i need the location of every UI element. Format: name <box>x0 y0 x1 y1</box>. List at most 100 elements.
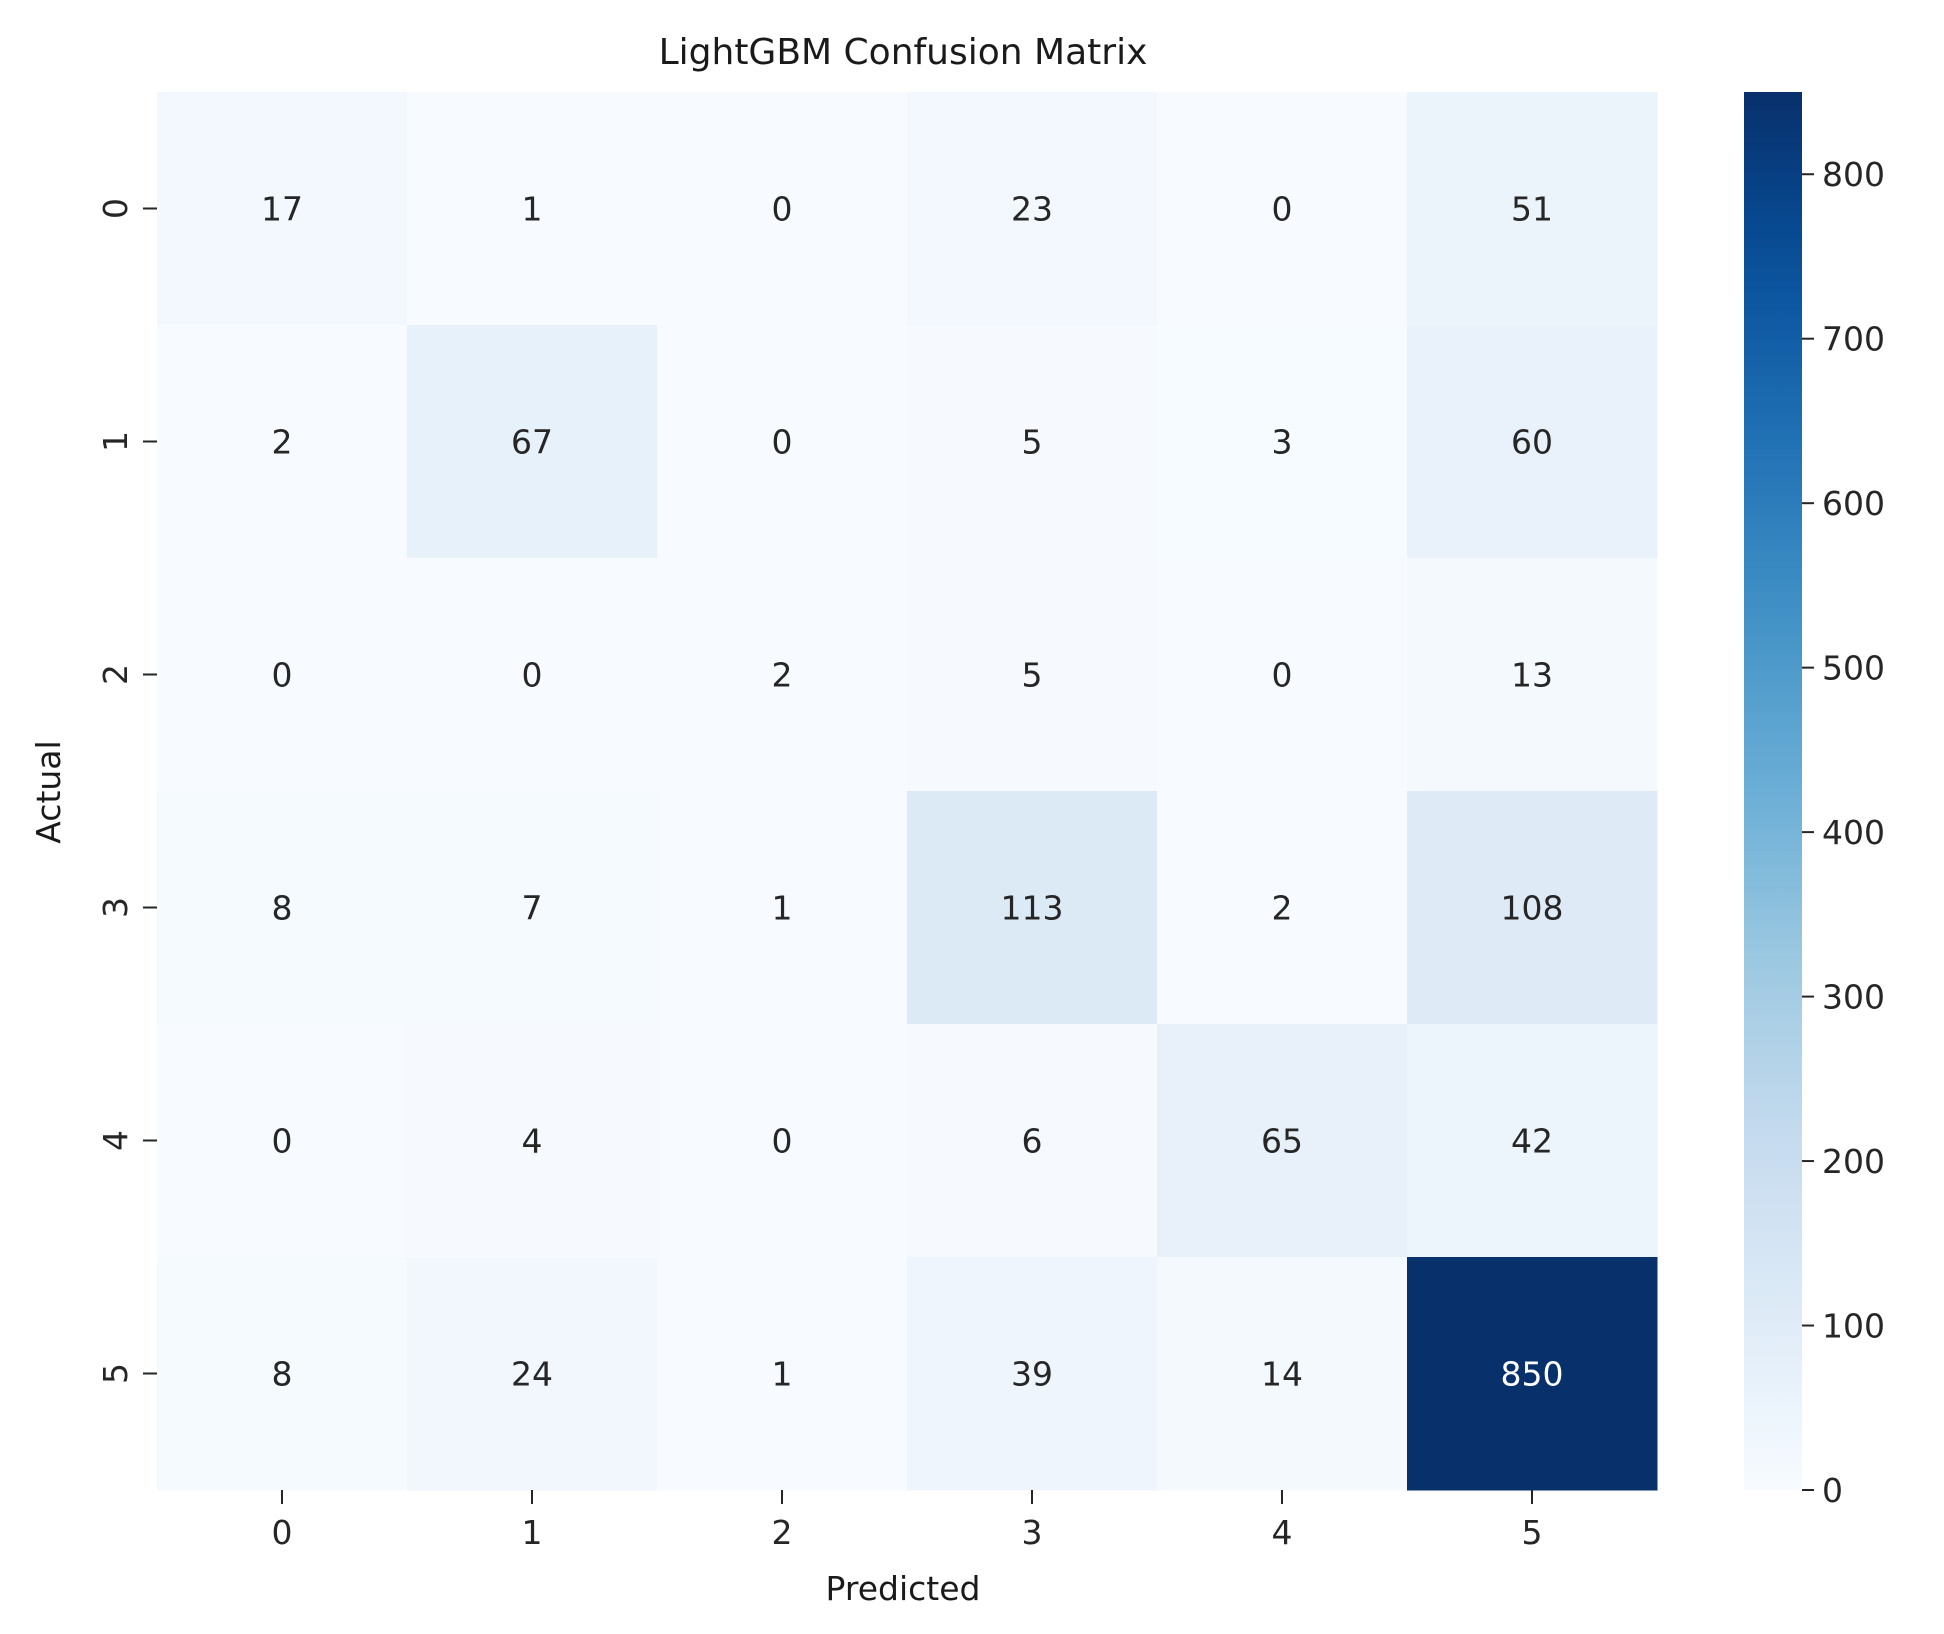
x-tick-label: 3 <box>1022 1513 1043 1552</box>
cell-value-label: 6 <box>1022 1122 1043 1161</box>
heatmap-cell <box>1407 791 1658 1025</box>
heatmap-cell <box>1157 791 1408 1025</box>
cell-value-label: 2 <box>772 656 793 695</box>
heatmap-cell <box>907 1024 1158 1258</box>
x-axis: 0 1 2 3 4 5 <box>272 1490 1543 1552</box>
cell-value-label: 0 <box>1272 190 1293 229</box>
heatmap-cell <box>657 92 908 326</box>
heatmap-cell <box>1157 92 1408 326</box>
cell-value-label: 1 <box>772 889 793 928</box>
cell-value-label: 39 <box>1011 1355 1053 1394</box>
colorbar-tick-label: 300 <box>1822 978 1885 1017</box>
heatmap-cell <box>657 558 908 792</box>
colorbar: 0 100 200 300 400 500 600 700 800 <box>1744 92 1885 1510</box>
heatmap-cell <box>907 1257 1158 1491</box>
y-tick-label: 5 <box>96 1363 135 1384</box>
cell-value-label: 113 <box>1001 889 1064 928</box>
colorbar-tick-label: 100 <box>1822 1307 1885 1346</box>
cell-value-label: 0 <box>272 1122 293 1161</box>
y-tick-label: 1 <box>96 431 135 452</box>
cell-value-label: 0 <box>772 190 793 229</box>
heatmap-cell <box>657 1257 908 1491</box>
heatmap-cells: 17 1 0 23 0 51 2 67 0 5 3 60 0 0 2 5 0 13 8 7 1 113 2 108 0 4 0 6 65… <box>157 92 1658 1491</box>
x-tick-label: 5 <box>1522 1513 1543 1552</box>
heatmap-cell <box>407 1257 658 1491</box>
heatmap-cell <box>1157 1024 1408 1258</box>
cell-value-label: 24 <box>511 1355 553 1394</box>
heatmap-cell <box>157 1024 408 1258</box>
colorbar-tick-label: 400 <box>1822 813 1885 852</box>
heatmap-cell <box>1407 92 1658 326</box>
y-axis-label: Actual <box>29 740 68 843</box>
colorbar-gradient <box>1744 92 1802 1490</box>
cell-value-label: 8 <box>272 889 293 928</box>
cell-value-label: 0 <box>772 1122 793 1161</box>
cell-value-label: 2 <box>272 423 293 462</box>
cell-value-label: 1 <box>772 1355 793 1394</box>
heatmap-cell <box>657 791 908 1025</box>
colorbar-tick-label: 600 <box>1822 484 1885 523</box>
chart-title: LightGBM Confusion Matrix <box>659 32 1148 73</box>
cell-value-label: 3 <box>1272 423 1293 462</box>
cell-value-label: 4 <box>522 1122 543 1161</box>
heatmap-cell <box>657 1024 908 1258</box>
colorbar-tick-label: 500 <box>1822 649 1885 688</box>
heatmap-cell <box>407 92 658 326</box>
cell-value-label: 850 <box>1501 1355 1564 1394</box>
heatmap-cell <box>1407 558 1658 792</box>
x-tick-label: 2 <box>772 1513 793 1552</box>
heatmap-cell <box>407 558 658 792</box>
cell-value-label: 51 <box>1511 190 1553 229</box>
cell-value-label: 17 <box>261 190 303 229</box>
cell-value-label: 0 <box>772 423 793 462</box>
heatmap-cell <box>907 558 1158 792</box>
heatmap-cell <box>1407 1257 1658 1491</box>
cell-value-label: 0 <box>272 656 293 695</box>
colorbar-tick-label: 0 <box>1822 1471 1843 1510</box>
x-tick-label: 4 <box>1272 1513 1293 1552</box>
y-axis: 0 1 2 3 4 5 <box>96 198 157 1384</box>
heatmap-cell <box>157 92 408 326</box>
heatmap-cell <box>1157 325 1408 559</box>
cell-value-label: 2 <box>1272 889 1293 928</box>
colorbar-tick-label: 700 <box>1822 320 1885 359</box>
y-tick-label: 2 <box>96 664 135 685</box>
heatmap-cell <box>157 791 408 1025</box>
heatmap-cell <box>907 92 1158 326</box>
heatmap-cell <box>1157 1257 1408 1491</box>
heatmap-cell <box>1407 1024 1658 1258</box>
x-axis-label: Predicted <box>826 1569 981 1608</box>
heatmap-cell <box>907 791 1158 1025</box>
cell-value-label: 60 <box>1511 423 1553 462</box>
cell-value-label: 67 <box>511 423 553 462</box>
x-tick-label: 1 <box>522 1513 543 1552</box>
heatmap-cell <box>407 325 658 559</box>
y-tick-label: 0 <box>96 198 135 219</box>
heatmap-cell <box>907 325 1158 559</box>
colorbar-tick-label: 800 <box>1822 155 1885 194</box>
cell-value-label: 7 <box>522 889 543 928</box>
cell-value-label: 5 <box>1022 423 1043 462</box>
heatmap-cell <box>157 558 408 792</box>
heatmap-cell <box>1407 325 1658 559</box>
cell-value-label: 42 <box>1511 1122 1553 1161</box>
y-tick-label: 3 <box>96 897 135 918</box>
heatmap-cell <box>157 1257 408 1491</box>
cell-value-label: 0 <box>522 656 543 695</box>
cell-value-label: 23 <box>1011 190 1053 229</box>
x-tick-label: 0 <box>272 1513 293 1552</box>
colorbar-tick-label: 200 <box>1822 1142 1885 1181</box>
cell-value-label: 108 <box>1501 889 1564 928</box>
heatmap-cell <box>407 791 658 1025</box>
cell-value-label: 1 <box>522 190 543 229</box>
y-tick-label: 4 <box>96 1130 135 1151</box>
cell-value-label: 14 <box>1261 1355 1303 1394</box>
heatmap-cell <box>157 325 408 559</box>
cell-value-label: 0 <box>1272 656 1293 695</box>
cell-value-label: 65 <box>1261 1122 1303 1161</box>
cell-value-label: 5 <box>1022 656 1043 695</box>
heatmap-cell <box>1157 558 1408 792</box>
cell-value-label: 8 <box>272 1355 293 1394</box>
cell-value-label: 13 <box>1511 656 1553 695</box>
